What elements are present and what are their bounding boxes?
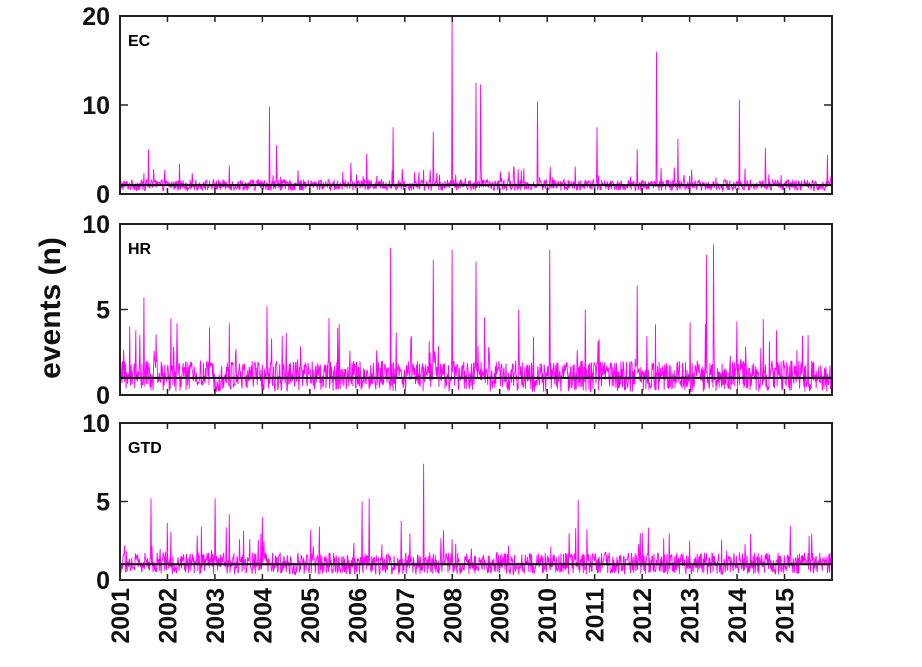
- x-tick-label: 2008: [439, 588, 467, 644]
- x-tick-label: 2013: [677, 588, 705, 644]
- x-tick-label: 2003: [202, 588, 230, 644]
- y-tick-label: 5: [96, 489, 110, 517]
- y-axis-label: events (n): [34, 237, 67, 379]
- x-tick-label: 2007: [392, 588, 420, 644]
- series-line-ec: [119, 15, 833, 193]
- series-line-gtd: [119, 463, 833, 576]
- x-tick-label: 2004: [249, 588, 277, 644]
- x-axis-tick-labels: 2001 2002 2003 2004 2005 2006 2007 2008 2009 2010…: [107, 588, 800, 644]
- x-tick-label: 2014: [724, 588, 752, 644]
- y-tick-label: 0: [96, 382, 110, 410]
- x-tick-label: 2012: [629, 588, 657, 644]
- x-tick-label: 2006: [344, 588, 372, 644]
- y-tick-label: 10: [82, 410, 110, 438]
- x-tick-label: 2002: [155, 588, 183, 644]
- y-tick-label: 0: [96, 181, 110, 209]
- panel-hr: 0 5 10 HR: [82, 211, 833, 410]
- panel-label-ec: EC: [128, 33, 151, 50]
- panel-label-gtd: GTD: [128, 440, 162, 457]
- x-tick-label: 2011: [582, 588, 610, 642]
- y-tick-label: 0: [96, 567, 110, 595]
- y-tick-label: 5: [96, 297, 110, 325]
- series-line-hr: [119, 244, 833, 393]
- x-tick-label: 2010: [534, 588, 562, 644]
- y-tick-label: 10: [82, 211, 110, 239]
- panel-ec: 0 10 20 EC: [82, 3, 833, 209]
- y-tick-label: 10: [82, 92, 110, 120]
- panel-gtd: 0 5 10 GTD: [82, 410, 833, 595]
- panel-label-hr: HR: [128, 241, 152, 258]
- y-tick-label: 20: [82, 3, 110, 31]
- x-tick-label: 2009: [487, 588, 515, 644]
- x-tick-label: 2005: [297, 588, 325, 644]
- x-tick-label: 2015: [772, 588, 800, 644]
- x-tick-label: 2001: [107, 588, 135, 644]
